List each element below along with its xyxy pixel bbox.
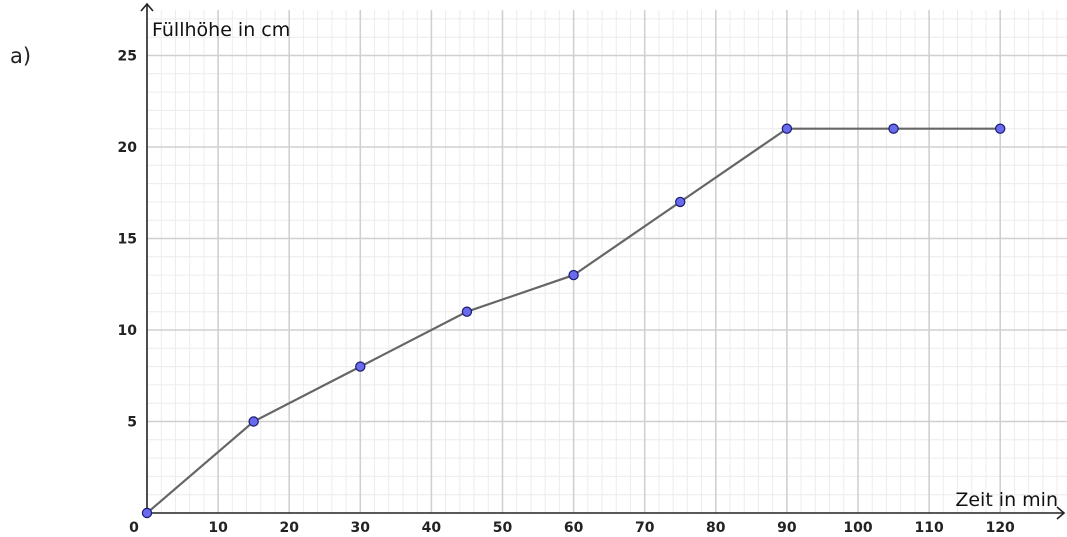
axes [140,2,1066,520]
data-point [675,196,686,208]
data-point [781,123,793,134]
x-tick-label: 70 [635,520,655,536]
x-tick-label: 110 [914,520,943,536]
y-tick-label: 15 [118,232,137,248]
data-point [248,416,259,427]
tick-labels: 0 10 20 30 40 50 60 70 80 90 100 110 120 5 10 15 20 25 [118,49,1016,537]
x-tick-label: 60 [564,520,584,536]
x-tick-label: 120 [986,520,1015,536]
data-point [141,507,153,519]
x-tick-label: 0 [129,520,139,536]
y-tick-label: 5 [127,415,137,431]
data-point [568,269,579,281]
panel-label: a) [10,44,32,68]
x-tick-label: 30 [351,520,371,536]
grid-minor [147,10,1067,513]
data-point [461,306,473,317]
data-point [355,361,366,372]
x-axis-arrow [1056,506,1066,520]
x-axis-title: Zeit in min [955,489,1058,511]
x-tick-label: 100 [843,520,872,536]
x-tick-label: 40 [422,520,442,536]
x-tick-label: 10 [208,520,228,536]
x-tick-label: 80 [706,520,726,536]
y-tick-label: 25 [118,49,137,65]
series [141,123,1006,519]
data-point [995,123,1006,134]
y-axis-title: Füllhöhe in cm [152,19,290,41]
y-tick-label: 20 [118,140,138,156]
x-tick-label: 20 [279,520,299,536]
grid-major [147,10,1067,513]
y-tick-label: 10 [118,323,138,339]
x-tick-label: 50 [493,520,513,536]
data-point [888,123,899,134]
y-axis-arrow [140,2,154,12]
x-tick-label: 90 [777,520,797,536]
